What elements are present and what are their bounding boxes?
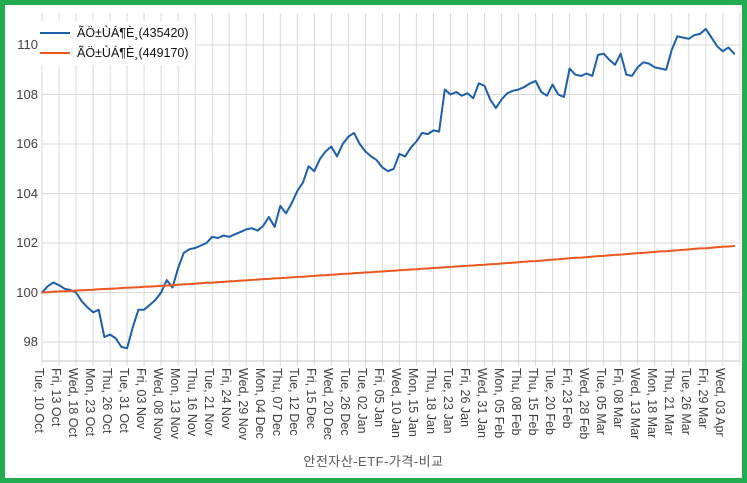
orange-line-swatch-icon (40, 52, 70, 54)
x-tick-label: Tue, 20 Feb (542, 368, 557, 435)
x-tick-label: Tue, 10 Oct (32, 368, 46, 433)
x-tick-label: Thu, 18 Jan (423, 368, 438, 435)
chart-title: 안전자산-ETF-가격-비교 (303, 454, 444, 469)
x-tick-label: Thu, 15 Feb (525, 368, 540, 436)
x-tick-label: Thu, 07 Dec (270, 368, 285, 437)
x-tick-label: Tue, 12 Dec (287, 368, 302, 436)
x-tick-label: Fri, 13 Oct (49, 368, 63, 427)
y-axis-labels: 98 100 102 104 106 108 110 (5, 5, 39, 365)
x-tick-label: Wed, 18 Oct (66, 368, 80, 438)
x-tick-label: Fri, 05 Jan (372, 368, 387, 428)
x-tick-label: Wed, 28 Feb (576, 368, 591, 440)
legend-label: ÃÖ±ÙÁ¶È¸(449170) (77, 46, 189, 60)
x-tick-label: Wed, 20 Dec (321, 368, 336, 441)
x-tick-label: Wed, 10 Jan (389, 368, 404, 438)
chart-area: 98 100 102 104 106 108 110 Tue, 10 Oct Fri, 13 … (5, 5, 742, 478)
y-tick-label: 98 (23, 334, 38, 349)
x-tick-label: Tue, 23 Jan (440, 368, 455, 434)
chart-legend: ÃÖ±ÙÁ¶È¸(435420) ÃÖ±ÙÁ¶È¸(449170) (38, 21, 195, 65)
x-tick-label: Thu, 21 Mar (661, 368, 676, 436)
legend-item-435420: ÃÖ±ÙÁ¶È¸(435420) (40, 23, 189, 43)
x-tick-label: Fri, 03 Nov (134, 368, 149, 430)
price-comparison-chart (41, 13, 741, 366)
y-tick-label: 110 (17, 37, 38, 52)
series-line-449170 (41, 245, 736, 294)
x-tick-label: Fri, 29 Mar (695, 368, 710, 429)
x-tick-label: Mon, 15 Jan (406, 368, 421, 437)
x-tick-label: Fri, 24 Nov (219, 368, 234, 430)
x-tick-label: Fri, 26 Jan (457, 368, 472, 428)
x-tick-label: Fri, 08 Mar (610, 368, 625, 429)
x-tick-label: Tue, 26 Mar (678, 368, 693, 435)
x-tick-label: Tue, 31 Oct (117, 368, 132, 433)
x-tick-label: Mon, 18 Mar (644, 368, 659, 439)
legend-item-449170: ÃÖ±ÙÁ¶È¸(449170) (40, 43, 189, 63)
x-tick-label: Thu, 08 Feb (508, 368, 523, 436)
x-axis-labels: Tue, 10 Oct Fri, 13 Oct Wed, 18 Oct Mon, 23… (5, 366, 742, 441)
x-tick-label: Tue, 21 Nov (202, 368, 217, 436)
x-tick-label: Wed, 13 Mar (627, 368, 642, 440)
x-tick-label: Mon, 23 Oct (83, 368, 98, 437)
x-tick-label: Wed, 03 Apr (712, 368, 727, 437)
x-tick-label: Mon, 13 Nov (168, 368, 183, 439)
y-tick-label: 104 (16, 186, 38, 201)
x-tick-label: Thu, 26 Oct (100, 368, 115, 434)
x-tick-label: Wed, 29 Nov (236, 368, 251, 441)
legend-label: ÃÖ±ÙÁ¶È¸(435420) (77, 26, 189, 40)
y-tick-label: 100 (16, 285, 38, 300)
x-tick-label: Tue, 05 Mar (593, 368, 608, 435)
x-tick-label: Fri, 23 Feb (559, 368, 574, 429)
y-tick-label: 108 (16, 87, 38, 102)
series-line-435420 (41, 27, 736, 350)
x-tick-label: Wed, 08 Nov (151, 368, 166, 441)
x-tick-label: Thu, 16 Nov (185, 368, 200, 437)
y-tick-label: 106 (16, 136, 38, 151)
y-tick-label: 102 (16, 235, 38, 250)
x-tick-label: Mon, 05 Feb (491, 368, 506, 439)
blue-line-swatch-icon (40, 32, 70, 34)
x-tick-label: Mon, 04 Dec (253, 368, 268, 439)
x-tick-label: Tue, 02 Jan (355, 368, 370, 434)
x-tick-label: Tue, 26 Dec (338, 368, 353, 436)
x-tick-label: Fri, 15 Dec (304, 368, 319, 430)
x-tick-label: Wed, 31 Jan (474, 368, 489, 438)
